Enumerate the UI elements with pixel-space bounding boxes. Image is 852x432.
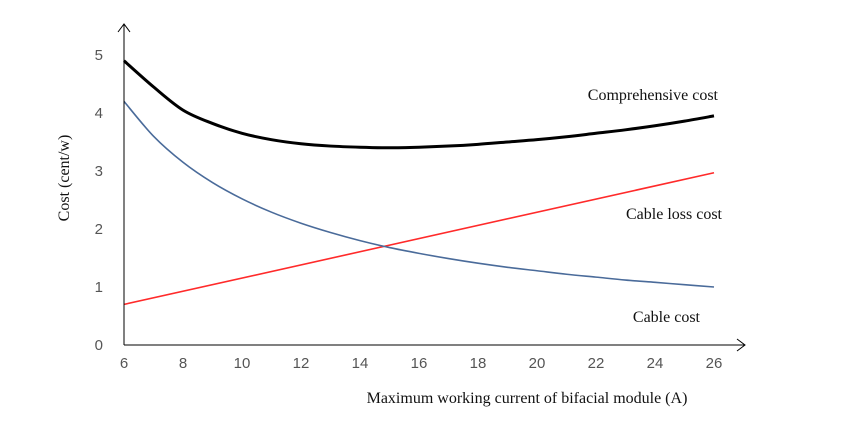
series-labels: Comprehensive cost Cable loss cost Cable c… xyxy=(588,87,723,326)
x-tick-label: 6 xyxy=(120,355,128,372)
x-tick-label: 8 xyxy=(179,355,187,372)
x-tick-label: 16 xyxy=(411,355,428,372)
comprehensive-cost-line xyxy=(123,59,715,150)
comprehensive-cost-label: Comprehensive cost xyxy=(588,87,719,104)
cable-loss-cost-label: Cable loss cost xyxy=(626,206,723,223)
series-lines xyxy=(123,59,715,306)
y-tick-label: 3 xyxy=(95,163,103,180)
y-tick-label: 4 xyxy=(95,105,103,122)
x-tick-label: 24 xyxy=(647,355,664,372)
y-tick-label: 5 xyxy=(95,47,103,64)
x-axis-arrow xyxy=(736,338,746,352)
cable-cost-line xyxy=(123,100,715,288)
x-tick-label: 18 xyxy=(470,355,487,372)
y-tick-label: 1 xyxy=(95,279,103,296)
x-tick-label: 26 xyxy=(706,355,723,372)
y-axis-arrow xyxy=(117,23,131,33)
x-axis-title: Maximum working current of bifacial modu… xyxy=(367,390,688,407)
y-tick-label: 0 xyxy=(95,337,103,354)
x-tick-label: 20 xyxy=(529,355,546,372)
y-axis-title: Cost (cent/w) xyxy=(56,135,73,222)
x-tick-label: 10 xyxy=(234,355,251,372)
x-tick-labels: 6 8 10 12 14 16 18 20 22 24 26 xyxy=(120,355,723,372)
cable-cost-label: Cable cost xyxy=(633,309,701,326)
x-tick-label: 22 xyxy=(588,355,605,372)
cable-loss-cost-line xyxy=(123,171,715,306)
x-tick-label: 12 xyxy=(293,355,310,372)
y-tick-labels: 0 1 2 3 4 5 xyxy=(95,47,103,354)
x-tick-label: 14 xyxy=(352,355,369,372)
y-tick-label: 2 xyxy=(95,221,103,238)
axes xyxy=(117,23,746,352)
